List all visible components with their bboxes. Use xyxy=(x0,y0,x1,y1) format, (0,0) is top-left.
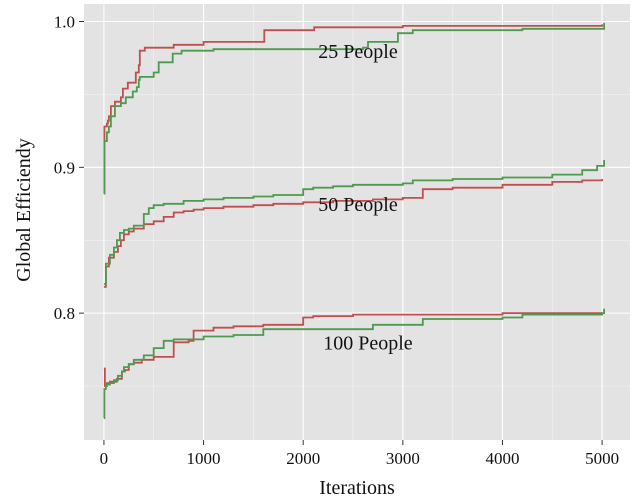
x-tick-label: 0 xyxy=(100,449,109,468)
group-annotation: 100 People xyxy=(323,333,413,355)
series-line-50-people-red xyxy=(103,179,603,288)
chart-background xyxy=(84,4,630,440)
series-line-100-people-green xyxy=(103,308,605,419)
series-layer xyxy=(103,23,605,419)
y-tick-label: 1.0 xyxy=(54,12,75,31)
y-tick-label: 0.9 xyxy=(54,158,75,177)
annotations: 25 People 50 People 100 People xyxy=(318,41,413,355)
x-tick-label: 3000 xyxy=(386,449,420,468)
x-tick-label: 5000 xyxy=(585,449,619,468)
y-axis-title: Global Efficiendy xyxy=(13,138,35,281)
grid xyxy=(84,4,630,440)
x-tick-label: 4000 xyxy=(485,449,519,468)
series-line-25-people-red xyxy=(103,24,603,195)
y-tick-label: 0.8 xyxy=(54,304,75,323)
series-line-25-people-green xyxy=(103,23,605,195)
x-tick-label: 1000 xyxy=(187,449,221,468)
series-line-50-people-green xyxy=(103,160,605,285)
x-axis-ticks: 0 1000 2000 3000 4000 5000 xyxy=(100,440,619,468)
group-annotation: 50 People xyxy=(318,194,398,216)
group-annotation: 25 People xyxy=(318,41,398,63)
x-tick-label: 2000 xyxy=(286,449,320,468)
y-axis-ticks: 0.8 0.9 1.0 xyxy=(54,12,84,323)
x-axis-title: Iterations xyxy=(319,477,395,499)
